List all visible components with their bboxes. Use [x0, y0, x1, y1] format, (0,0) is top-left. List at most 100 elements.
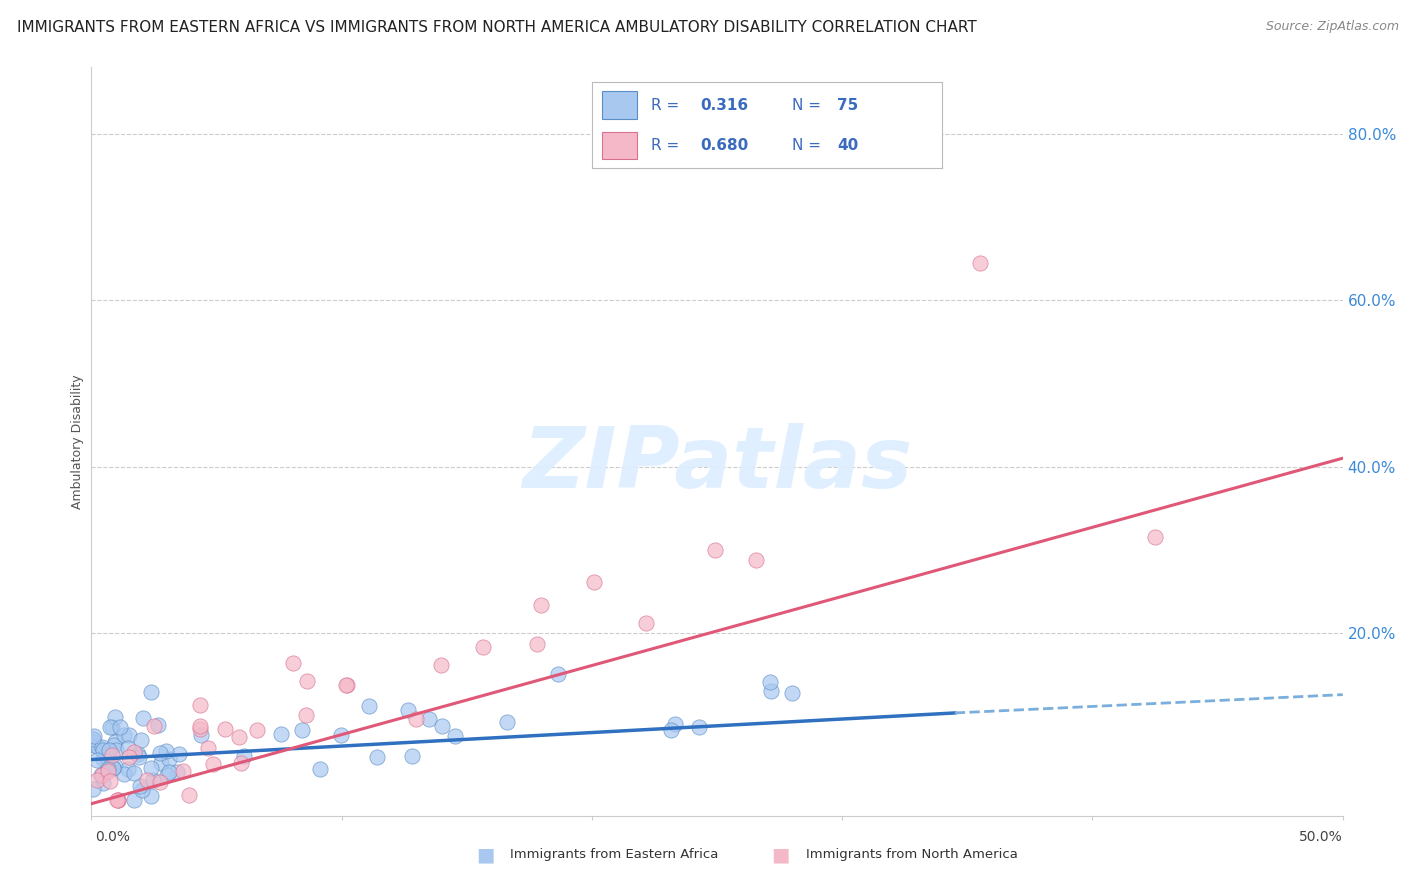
Point — [405, 712, 427, 726]
Point — [231, 756, 253, 771]
Point — [104, 743, 127, 757]
Text: ■: ■ — [770, 845, 790, 864]
Point — [291, 723, 314, 738]
Point — [122, 792, 145, 806]
Point — [155, 744, 177, 758]
Point — [105, 792, 128, 806]
Point — [336, 678, 359, 692]
Point — [418, 712, 440, 726]
Text: Immigrants from North America: Immigrants from North America — [806, 848, 1018, 861]
Point — [128, 749, 150, 764]
Point — [401, 748, 423, 763]
Point — [429, 658, 451, 673]
Point — [547, 667, 569, 681]
Point — [91, 751, 114, 765]
Point — [188, 698, 211, 712]
Point — [496, 714, 519, 729]
Point — [112, 728, 135, 742]
Point — [128, 779, 150, 793]
Point — [157, 752, 180, 766]
Point — [112, 767, 135, 781]
Point — [295, 708, 318, 723]
Point — [582, 575, 605, 590]
Point — [104, 735, 127, 749]
Point — [82, 732, 104, 747]
Point — [969, 255, 991, 269]
Point — [90, 768, 112, 782]
Point — [139, 761, 162, 775]
Point — [357, 698, 380, 713]
Point — [82, 735, 104, 749]
Point — [281, 657, 304, 671]
Point — [156, 768, 179, 782]
Point — [190, 719, 212, 733]
Point — [190, 727, 212, 741]
Point — [780, 686, 803, 700]
Point — [97, 743, 120, 757]
Point — [86, 772, 108, 787]
Point — [197, 740, 219, 755]
Point — [526, 637, 548, 651]
Point — [166, 765, 188, 780]
Point — [634, 615, 657, 630]
Point — [172, 764, 194, 779]
Point — [335, 678, 357, 692]
Text: ■: ■ — [475, 845, 495, 864]
Point — [97, 762, 120, 776]
Point — [122, 745, 145, 759]
Point — [91, 739, 114, 754]
Point — [118, 749, 141, 764]
Point — [103, 738, 125, 752]
Point — [297, 673, 319, 688]
Point — [104, 710, 127, 724]
Point — [330, 728, 353, 742]
Point — [107, 792, 129, 806]
Point — [530, 598, 553, 612]
Point — [471, 640, 494, 654]
Point — [136, 772, 159, 787]
Point — [101, 761, 124, 775]
Point — [82, 731, 104, 746]
Point — [101, 748, 124, 763]
Point — [107, 792, 129, 806]
Point — [98, 774, 121, 789]
Point — [98, 720, 121, 734]
Point — [150, 756, 173, 770]
Point — [94, 749, 117, 764]
Point — [703, 542, 725, 557]
Point — [97, 764, 120, 779]
Point — [90, 768, 112, 782]
Point — [83, 729, 105, 743]
Point — [157, 765, 180, 780]
Point — [103, 762, 125, 776]
Point — [688, 720, 710, 734]
Point — [149, 746, 172, 760]
Point — [430, 719, 453, 733]
Point — [100, 720, 122, 734]
Point — [124, 765, 146, 780]
Point — [167, 747, 190, 761]
Point — [148, 717, 170, 731]
Point — [232, 749, 254, 764]
Text: 0.0%: 0.0% — [96, 830, 131, 844]
Point — [131, 711, 153, 725]
Point — [97, 758, 120, 772]
Point — [214, 722, 236, 736]
Text: 50.0%: 50.0% — [1299, 830, 1343, 844]
Point — [91, 743, 114, 757]
Point — [201, 757, 224, 772]
Point — [659, 723, 682, 737]
Point — [396, 703, 419, 717]
Point — [188, 722, 211, 736]
Point — [228, 730, 250, 744]
Point — [149, 775, 172, 789]
Point — [177, 788, 200, 802]
Point — [143, 719, 166, 733]
Point — [366, 750, 388, 764]
Point — [108, 720, 131, 734]
Point — [246, 723, 269, 737]
Point — [444, 729, 467, 743]
Point — [117, 740, 139, 755]
Point — [83, 738, 105, 752]
Point — [127, 747, 149, 761]
